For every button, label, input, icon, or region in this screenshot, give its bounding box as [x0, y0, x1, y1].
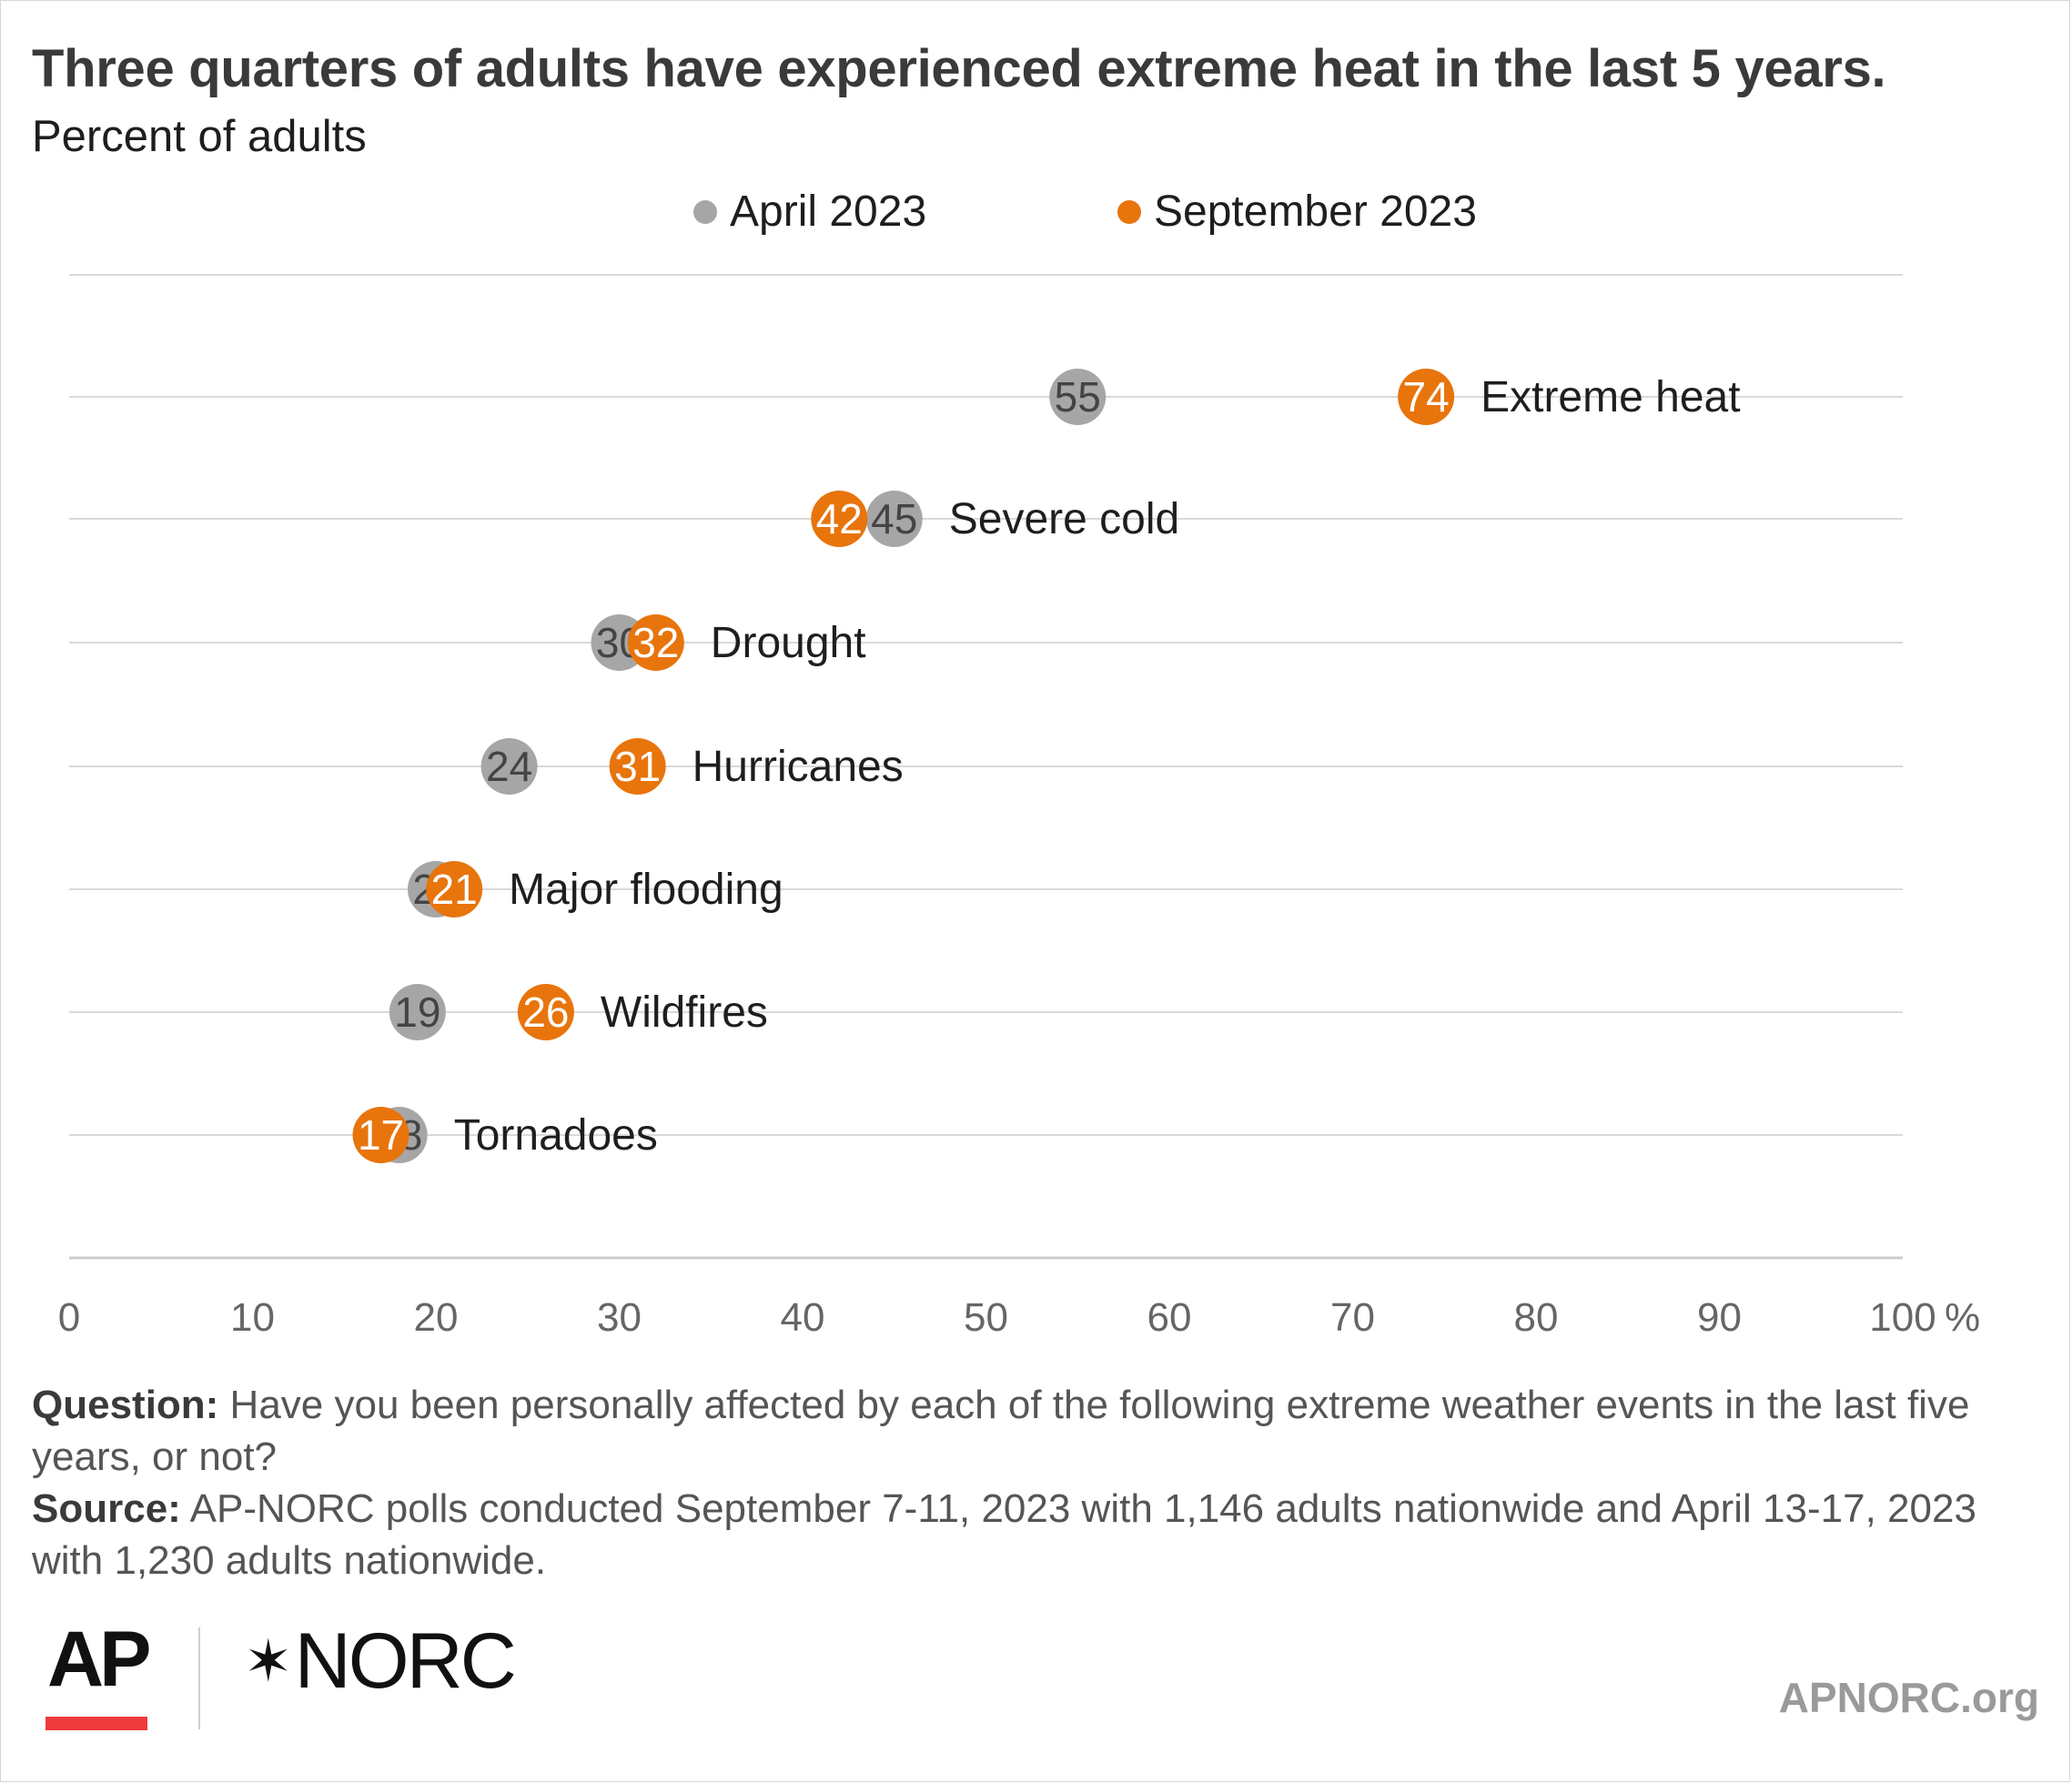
x-tick-label: 0: [58, 1295, 80, 1340]
data-label: 45: [871, 495, 917, 542]
data-point: [426, 861, 483, 917]
norc-star-icon: ✶: [244, 1628, 293, 1694]
category-label: Wildfires: [601, 988, 768, 1037]
data-label: 31: [614, 743, 661, 790]
data-point: [352, 1107, 409, 1163]
data-point: [1398, 369, 1455, 425]
x-tick-label: 20: [414, 1295, 459, 1340]
question-text: Have you been personally affected by eac…: [32, 1383, 1970, 1479]
x-tick-label: 30: [597, 1295, 642, 1340]
legend-dot-april-2023: [693, 199, 717, 224]
legend-item-april-2023: April 2023: [693, 187, 926, 237]
norc-logo-text: NORC: [294, 1617, 517, 1705]
category-label: Severe cold: [949, 495, 1179, 543]
data-label: 21: [431, 866, 478, 913]
data-point: [517, 984, 574, 1040]
norc-logo: ✶ NORC: [244, 1617, 517, 1705]
ap-logo: AP: [47, 1616, 151, 1703]
legend-dot-september-2023: [1117, 199, 1141, 224]
x-tick-label: 50: [964, 1295, 1008, 1340]
x-tick-label: 40: [781, 1295, 825, 1340]
x-tick-label: 100: [1869, 1295, 1936, 1340]
chart-title: Three quarters of adults have experience…: [32, 39, 1886, 98]
data-point: [811, 491, 868, 547]
data-label: 42: [816, 495, 863, 542]
category-label: Tornadoes: [454, 1111, 658, 1160]
data-label: 55: [1055, 373, 1101, 421]
x-tick-label: 60: [1147, 1295, 1192, 1340]
category-label: Major flooding: [509, 866, 783, 914]
data-point: [1049, 369, 1107, 425]
source-text: AP-NORC polls conducted September 7-11, …: [32, 1486, 1976, 1583]
data-label: 17: [358, 1111, 404, 1159]
dot-plot: 0 10 20 30 40 50 60 70 80 90 100 % 55 74 Extreme heat 4…: [58, 274, 1980, 1340]
site-link: APNORC.org: [1778, 1674, 2039, 1721]
footnote: Question: Have you been personally affec…: [32, 1379, 2043, 1586]
logo-divider: [198, 1627, 200, 1729]
data-point: [480, 738, 538, 795]
source-note: Source: AP-NORC polls conducted Septembe…: [32, 1483, 2043, 1586]
x-tick-label: 70: [1330, 1295, 1375, 1340]
source-label: Source:: [32, 1486, 181, 1531]
x-tick-label: 80: [1514, 1295, 1559, 1340]
x-tick-label: 10: [230, 1295, 275, 1340]
data-label: 26: [522, 988, 569, 1036]
data-point: [865, 491, 923, 547]
data-point: [609, 738, 666, 795]
category-label: Extreme heat: [1481, 373, 1740, 421]
question-note: Question: Have you been personally affec…: [32, 1379, 2043, 1483]
x-tick-label: 90: [1697, 1295, 1742, 1340]
chart-subtitle: Percent of adults: [32, 112, 367, 161]
legend-label-april-2023: April 2023: [730, 188, 927, 236]
data-label: 24: [486, 743, 532, 790]
category-label: Drought: [711, 619, 866, 667]
legend-item-september-2023: September 2023: [1117, 187, 1477, 237]
data-point: [389, 984, 446, 1040]
category-label: Hurricanes: [692, 743, 904, 791]
data-label: 74: [1403, 373, 1450, 421]
legend-label-september-2023: September 2023: [1154, 188, 1477, 236]
question-label: Question:: [32, 1383, 219, 1427]
ap-logo-underline: [45, 1717, 147, 1730]
data-point: [627, 614, 684, 671]
x-unit-label: %: [1945, 1295, 1980, 1340]
legend: April 2023 September 2023: [0, 187, 2072, 241]
data-label: 19: [394, 988, 440, 1036]
data-label: 32: [632, 619, 679, 666]
